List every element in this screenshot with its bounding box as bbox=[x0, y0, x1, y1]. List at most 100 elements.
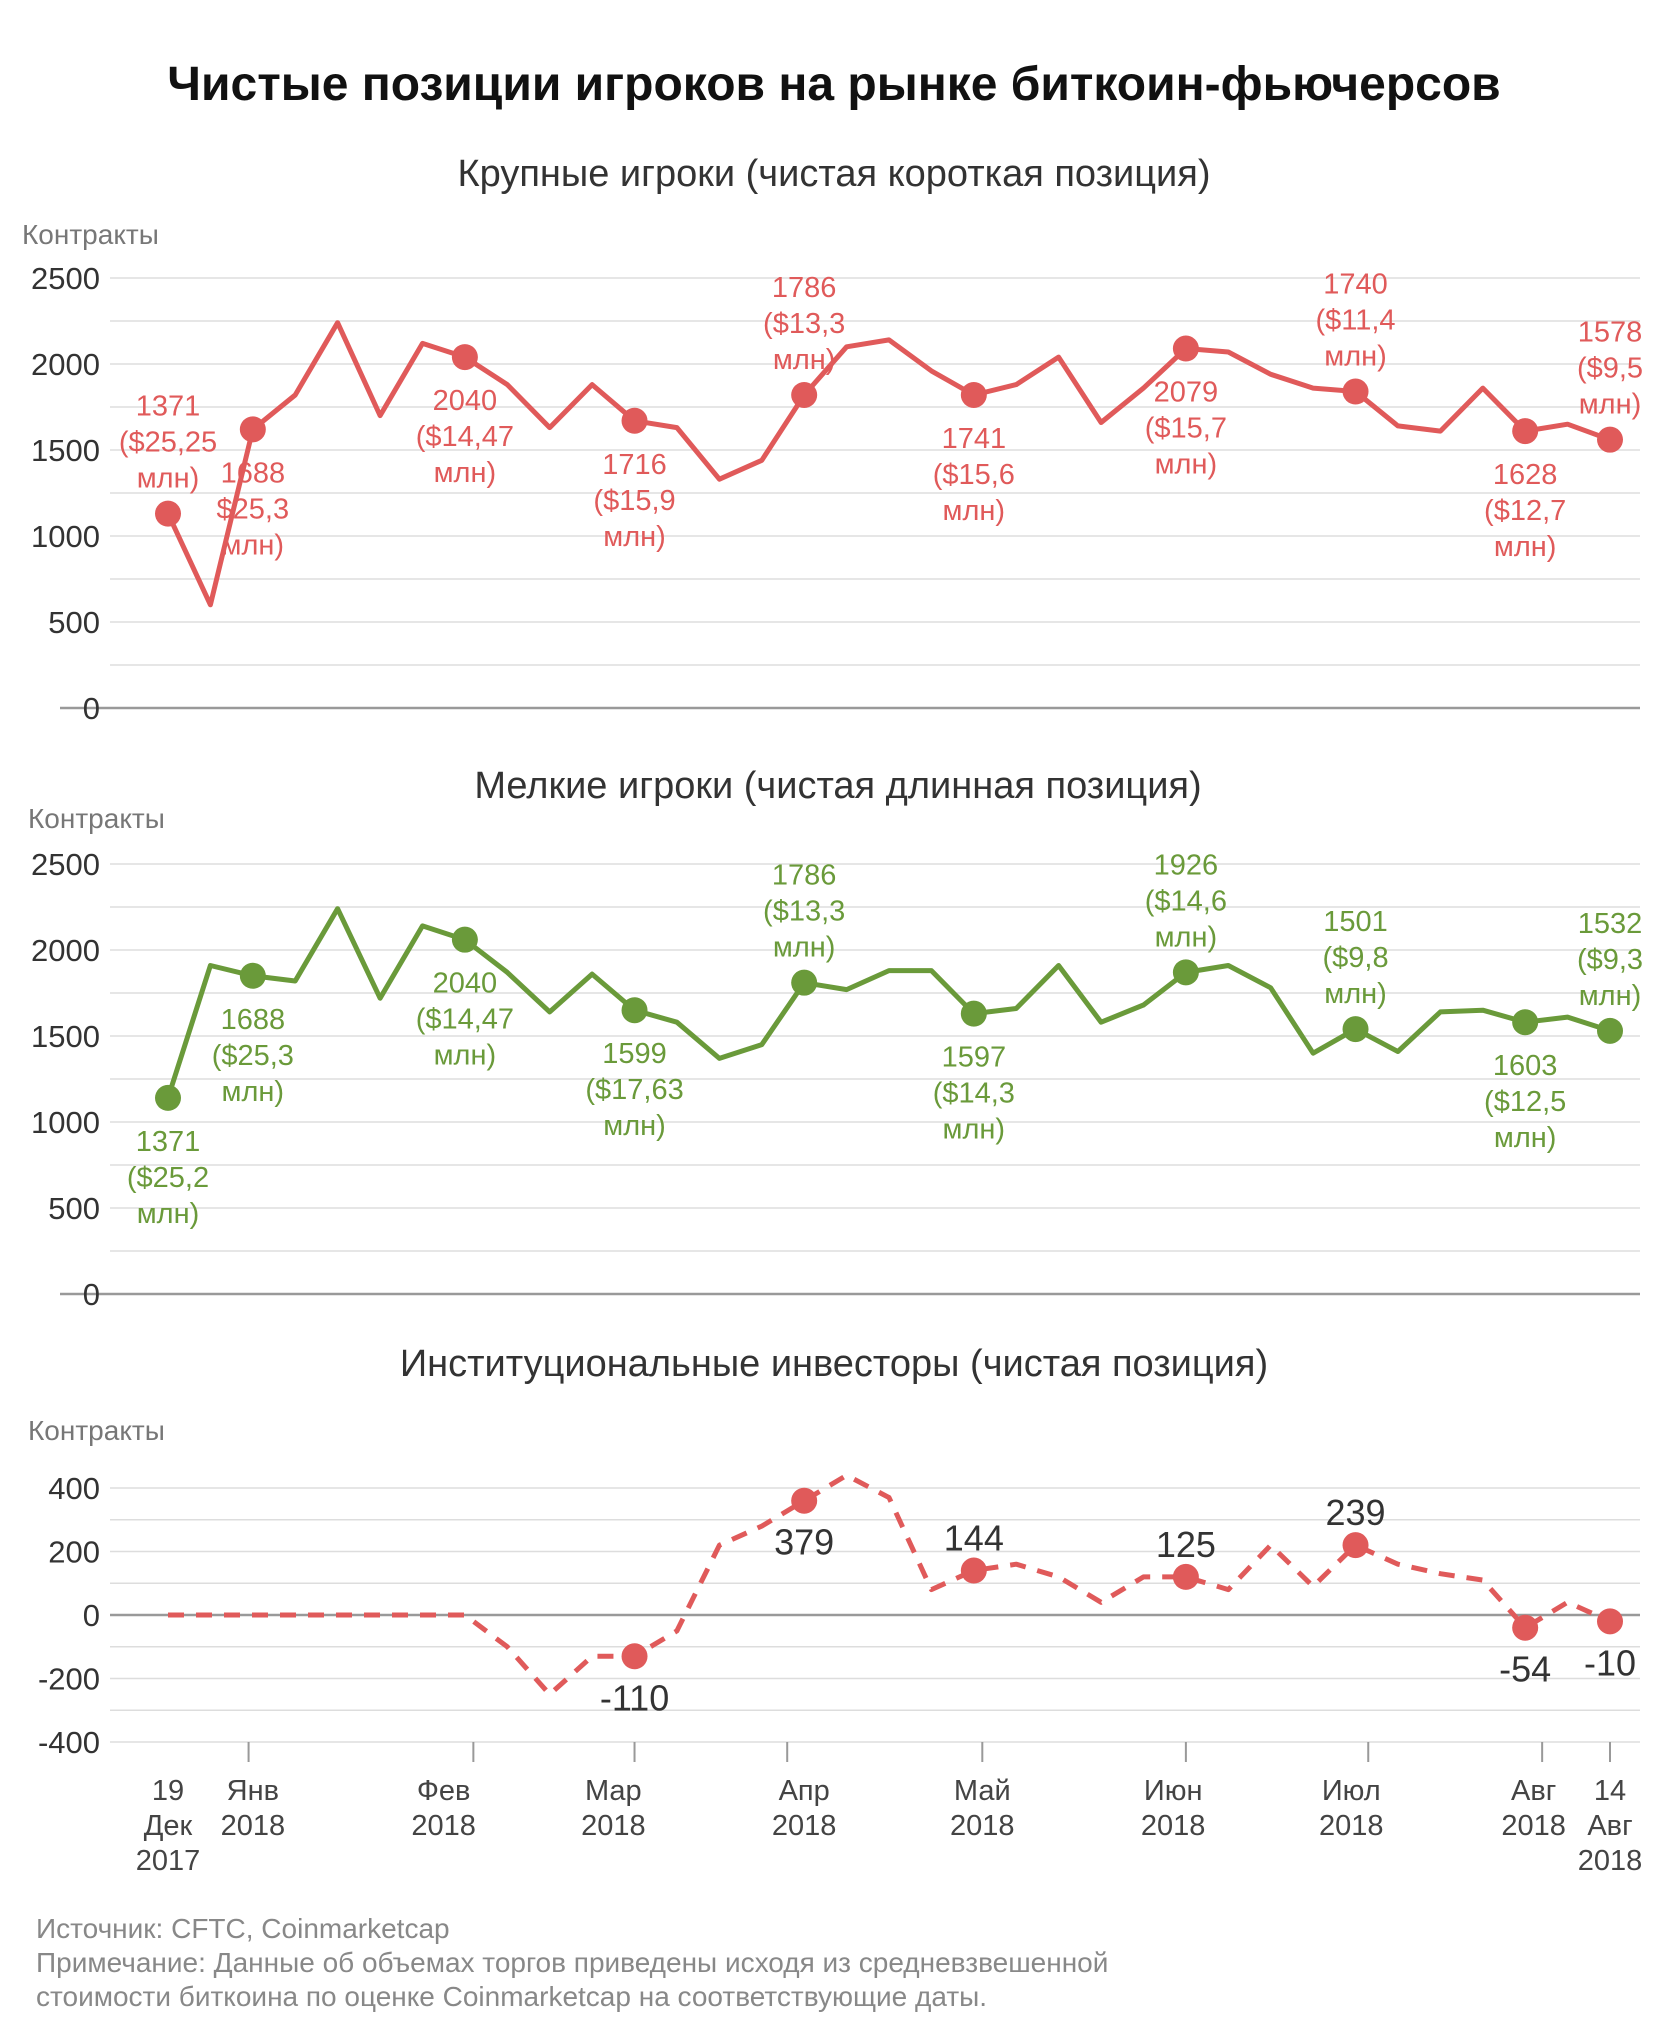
data-label: 2040 bbox=[433, 385, 498, 417]
data-label: млн) bbox=[603, 521, 666, 553]
data-point bbox=[621, 997, 648, 1024]
data-label: 125 bbox=[1156, 1524, 1216, 1565]
data-label: 1578 bbox=[1578, 317, 1643, 349]
data-point bbox=[451, 344, 478, 371]
data-label: ($15,9 bbox=[593, 485, 675, 517]
panel-title-institutional: Институциональные инвесторы (чистая пози… bbox=[400, 1343, 1268, 1385]
data-label: 2040 bbox=[433, 968, 498, 1000]
data-point bbox=[1512, 418, 1539, 445]
data-label: ($25,25 bbox=[119, 427, 217, 459]
data-label: ($9,5 bbox=[1577, 353, 1643, 385]
y-unit-label-small-players: Контракты bbox=[28, 803, 165, 834]
x-tick-label: 2018 bbox=[221, 1810, 286, 1842]
y-tick-label: 1000 bbox=[31, 519, 100, 554]
data-point bbox=[1342, 1532, 1369, 1559]
y-tick-label: 1500 bbox=[31, 433, 100, 468]
y-tick-label: 2000 bbox=[31, 933, 100, 968]
y-unit-label-large-players: Контракты bbox=[22, 219, 159, 250]
data-label: 1926 bbox=[1154, 849, 1219, 881]
y-tick-label: 2500 bbox=[31, 261, 100, 296]
data-label: 1688 bbox=[221, 457, 286, 489]
data-label: млн) bbox=[1494, 531, 1557, 563]
data-label: млн) bbox=[1579, 980, 1642, 1012]
data-label: 1786 bbox=[772, 272, 837, 304]
y-tick-label: 500 bbox=[48, 1191, 100, 1226]
data-label: ($13,3 bbox=[763, 896, 845, 928]
data-point bbox=[621, 407, 648, 434]
data-label: 1741 bbox=[942, 423, 1007, 455]
data-label: ($25,3 bbox=[212, 1040, 294, 1072]
x-tick-label: 2018 bbox=[1501, 1810, 1566, 1842]
data-label: млн) bbox=[434, 457, 497, 489]
y-tick-label: 1500 bbox=[31, 1019, 100, 1054]
data-label: 2079 bbox=[1154, 377, 1219, 409]
data-label: млн) bbox=[1324, 978, 1387, 1010]
data-label: 1786 bbox=[772, 860, 837, 892]
data-point bbox=[1597, 1017, 1623, 1044]
data-label: млн) bbox=[1155, 921, 1218, 953]
data-point bbox=[451, 926, 478, 953]
x-tick-label: Авг bbox=[1511, 1775, 1556, 1807]
data-label: 1501 bbox=[1323, 906, 1388, 938]
series-line-small-players bbox=[165, 906, 1613, 1101]
panel-large-players: Крупные игроки (чистая короткая позиция)… bbox=[22, 153, 1643, 726]
data-label: 1597 bbox=[942, 1042, 1007, 1074]
data-label: млн) bbox=[1494, 1122, 1557, 1154]
y-tick-label: -200 bbox=[38, 1662, 100, 1697]
y-tick-label: 400 bbox=[48, 1471, 100, 1506]
x-tick-label: 2018 bbox=[1141, 1810, 1206, 1842]
series-line-institutional bbox=[168, 1472, 1612, 1697]
y-tick-label: 1000 bbox=[31, 1105, 100, 1140]
x-tick-label: 19 bbox=[152, 1775, 184, 1807]
x-tick-label: Июн bbox=[1144, 1775, 1203, 1807]
data-point bbox=[621, 1643, 648, 1670]
data-label: млн) bbox=[137, 463, 200, 495]
data-point bbox=[1172, 959, 1199, 986]
y-tick-label: 200 bbox=[48, 1535, 100, 1570]
panel-title-large-players: Крупные игроки (чистая короткая позиция) bbox=[457, 153, 1210, 195]
y-tick-label: 0 bbox=[83, 691, 100, 726]
data-label: млн) bbox=[222, 529, 285, 561]
data-point bbox=[155, 1084, 181, 1111]
data-label: млн) bbox=[222, 1076, 285, 1108]
data-label: -54 bbox=[1499, 1649, 1551, 1690]
data-point bbox=[960, 1557, 987, 1584]
data-label: ($14,3 bbox=[933, 1078, 1015, 1110]
x-tick-label: Июл bbox=[1322, 1775, 1381, 1807]
data-label: млн) bbox=[603, 1110, 666, 1142]
panel-title-small-players: Мелкие игроки (чистая длинная позиция) bbox=[474, 765, 1201, 807]
data-point bbox=[1342, 378, 1369, 405]
data-label: ($14,6 bbox=[1145, 885, 1227, 917]
data-label: 1740 bbox=[1323, 269, 1388, 301]
series-line-large-players bbox=[165, 320, 1613, 608]
y-tick-label: 2000 bbox=[31, 347, 100, 382]
data-point bbox=[960, 381, 987, 408]
data-label: ($15,7 bbox=[1145, 413, 1227, 445]
x-tick-label: 2018 bbox=[581, 1810, 646, 1842]
data-label: ($12,5 bbox=[1484, 1086, 1566, 1118]
x-tick-label: 2017 bbox=[136, 1845, 201, 1877]
data-label: 1371 bbox=[136, 391, 201, 423]
data-label: 1628 bbox=[1493, 459, 1558, 491]
data-label: ($25,2 bbox=[127, 1162, 209, 1194]
x-tick-label: Авг bbox=[1587, 1810, 1632, 1842]
data-point bbox=[1597, 1608, 1623, 1635]
data-point bbox=[1512, 1614, 1539, 1641]
data-point bbox=[155, 500, 181, 527]
data-label: ($15,6 bbox=[933, 459, 1015, 491]
data-label: 379 bbox=[774, 1522, 834, 1563]
y-unit-label-institutional: Контракты bbox=[28, 1415, 165, 1446]
data-label: ($13,3 bbox=[763, 308, 845, 340]
x-tick-label: Дек bbox=[144, 1810, 193, 1842]
x-tick-label: 14 bbox=[1594, 1775, 1626, 1807]
data-point bbox=[239, 416, 266, 443]
data-label: -110 bbox=[600, 1677, 669, 1718]
data-label: ($12,7 bbox=[1484, 495, 1566, 527]
main-title: Чистые позиции игроков на рынке биткоин-… bbox=[167, 58, 1500, 111]
y-tick-label: 0 bbox=[83, 1598, 100, 1633]
data-label: 1688 bbox=[221, 1004, 286, 1036]
x-tick-label: 2018 bbox=[950, 1810, 1015, 1842]
data-label: 1599 bbox=[602, 1038, 667, 1070]
y-tick-label: 500 bbox=[48, 605, 100, 640]
